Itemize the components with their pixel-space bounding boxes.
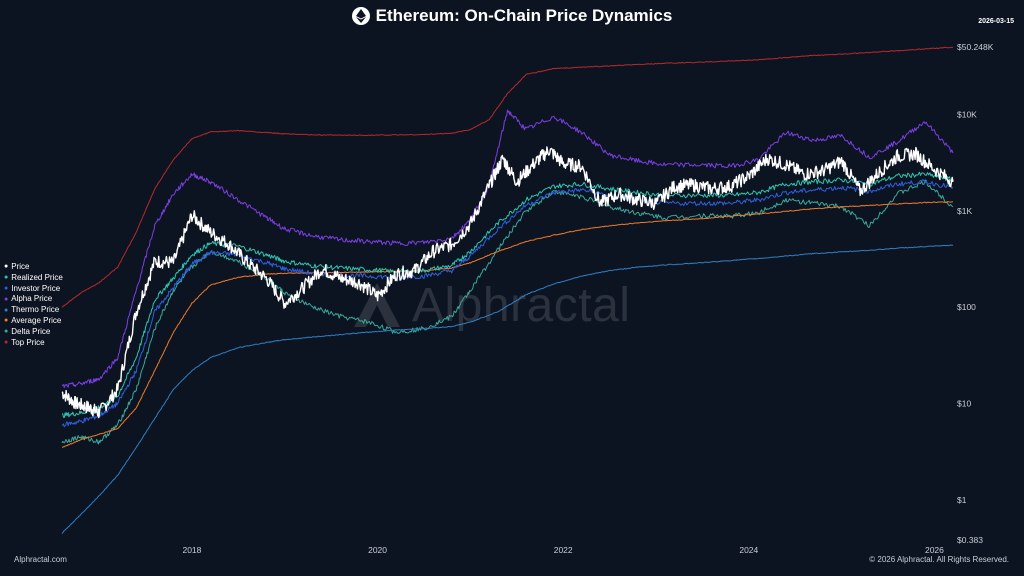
legend-label: Alpha Price	[11, 294, 53, 304]
series-line-realized-price	[61, 171, 954, 418]
legend-marker-icon: ●	[4, 274, 9, 282]
y-tick-label: $1	[957, 495, 967, 505]
legend-item[interactable]: ● Price	[4, 262, 63, 273]
watermark: Alphractal	[352, 278, 630, 333]
legend-label: Average Price	[11, 315, 62, 325]
x-tick-label: 2022	[554, 545, 573, 555]
y-tick-label: $10K	[957, 110, 977, 120]
legend-label: Delta Price	[11, 326, 51, 336]
legend-item[interactable]: ● Realized Price	[4, 273, 63, 284]
legend-marker-icon: ●	[4, 328, 9, 336]
legend-item[interactable]: ● Thermo Price	[4, 305, 63, 316]
y-tick-label: $100	[957, 302, 976, 312]
series-line-top-price	[61, 46, 954, 308]
legend-item[interactable]: ● Top Price	[4, 338, 63, 349]
legend-marker-icon: ●	[4, 263, 9, 271]
y-tick-label: $1K	[957, 206, 972, 216]
x-tick-label: 2018	[182, 545, 201, 555]
legend-item[interactable]: ● Alpha Price	[4, 294, 63, 305]
x-tick-label: 2026	[925, 545, 944, 555]
legend-label: Investor Price	[11, 283, 61, 293]
watermark-text: Alphractal	[412, 279, 631, 332]
chart-title-row: Ethereum: On-Chain Price Dynamics	[0, 6, 1024, 26]
series-line-investor-price	[61, 179, 954, 428]
legend-label: Top Price	[11, 337, 45, 347]
legend-marker-icon: ●	[4, 284, 9, 292]
footer-copyright: © 2026 Alphractal. All Rights Reserved.	[869, 555, 1009, 564]
series-line-price	[61, 146, 954, 419]
legend-marker-icon: ●	[4, 295, 9, 303]
legend-label: Price	[11, 262, 30, 271]
y-tick-label: $0.383	[957, 535, 983, 545]
legend-item[interactable]: ● Investor Price	[4, 284, 63, 295]
x-tick-label: 2020	[368, 545, 387, 555]
legend-marker-icon: ●	[4, 306, 9, 314]
legend-label: Realized Price	[11, 272, 63, 282]
y-tick-label: $10	[957, 399, 971, 409]
legend-marker-icon: ●	[4, 317, 9, 325]
legend-item[interactable]: ● Average Price	[4, 316, 63, 327]
ethereum-icon	[351, 7, 370, 25]
legend-label: Thermo Price	[11, 305, 60, 315]
series-line-thermo-price	[61, 244, 953, 534]
y-tick-label: $50.248K	[957, 42, 994, 52]
x-tick-label: 2024	[739, 545, 758, 555]
legend-item[interactable]: ● Delta Price	[4, 327, 63, 338]
watermark-logo-icon	[354, 282, 400, 327]
legend-marker-icon: ●	[4, 338, 9, 346]
series-line-average-price	[61, 201, 953, 448]
chart-title: Ethereum: On-Chain Price Dynamics	[375, 6, 673, 25]
footer-site: Alphractal.com	[14, 555, 67, 564]
date-stamp: 2026-03-15	[978, 18, 1014, 25]
series-line-delta-price	[61, 179, 954, 445]
chart-legend: ● Price ● Realized Price ● Investor Price ● Alp…	[4, 262, 63, 348]
